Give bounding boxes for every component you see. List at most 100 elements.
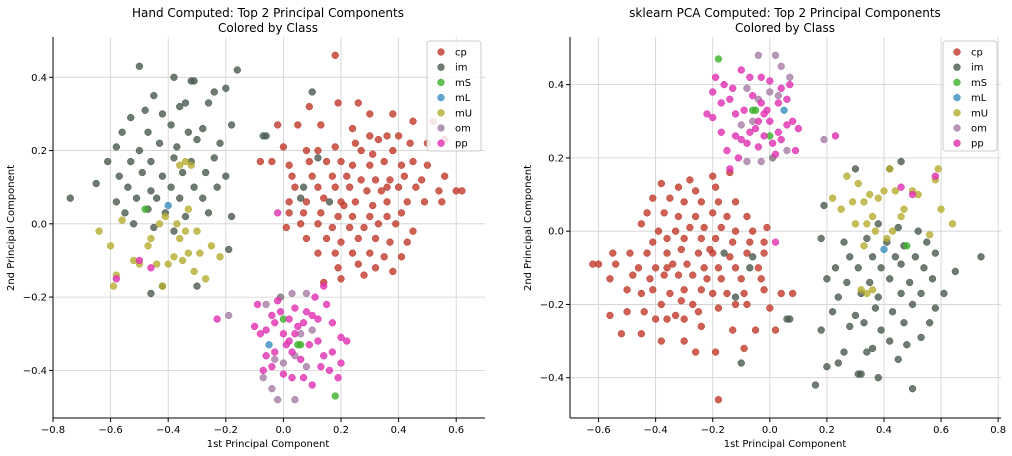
- point-pp: [285, 315, 293, 323]
- point-im: [868, 344, 877, 353]
- point-cp: [700, 223, 708, 232]
- point-pp: [783, 95, 791, 103]
- point-om: [259, 374, 267, 382]
- point-cp: [711, 234, 720, 243]
- point-im: [851, 311, 860, 320]
- point-cp: [709, 172, 717, 180]
- point-cp: [737, 275, 745, 283]
- point-mU: [216, 253, 224, 261]
- point-im: [153, 194, 161, 202]
- point-cp: [354, 260, 362, 268]
- point-im: [977, 253, 985, 261]
- point-im: [897, 260, 905, 268]
- point-mU: [187, 161, 195, 169]
- x-tick-label: 0.2: [333, 425, 349, 436]
- point-mU: [118, 216, 126, 224]
- point-im: [112, 143, 121, 151]
- point-cp: [771, 326, 780, 334]
- point-cp: [680, 337, 688, 345]
- point-cp: [403, 198, 411, 206]
- point-cp: [663, 249, 671, 257]
- point-cp: [711, 183, 720, 191]
- point-mU: [886, 165, 894, 173]
- point-mU: [201, 275, 210, 283]
- point-cp: [660, 209, 668, 217]
- chart-subtitle: Colored by Class: [218, 21, 318, 35]
- point-om: [820, 135, 828, 144]
- legend-box: [942, 40, 998, 152]
- point-pp: [720, 80, 728, 89]
- point-cp: [686, 176, 694, 184]
- point-mU: [863, 289, 871, 298]
- point-cp: [377, 187, 385, 195]
- point-im: [928, 275, 937, 283]
- point-im: [118, 128, 126, 136]
- point-pp: [343, 337, 351, 345]
- point-mU: [874, 194, 882, 202]
- x-tick-label: −0.8: [41, 425, 65, 436]
- point-mS: [141, 205, 149, 213]
- point-cp: [435, 187, 443, 195]
- point-cp: [714, 198, 723, 206]
- point-cp: [766, 304, 774, 312]
- y-tick-label: −0.4: [23, 366, 47, 377]
- point-cp: [680, 286, 688, 294]
- point-cp: [637, 289, 646, 298]
- point-pp: [337, 333, 345, 342]
- point-mU: [925, 231, 934, 239]
- point-im: [138, 168, 146, 177]
- point-pp: [897, 183, 905, 191]
- point-pp: [723, 146, 731, 155]
- point-pp: [777, 84, 785, 92]
- point-pp: [279, 370, 288, 378]
- point-im: [158, 172, 167, 180]
- x-axis-label: 1st Principal Component: [724, 439, 847, 450]
- point-cp: [348, 212, 357, 221]
- point-im: [746, 264, 754, 272]
- point-im: [823, 275, 831, 283]
- point-cp: [763, 223, 771, 232]
- point-cp: [366, 110, 374, 118]
- point-cp: [420, 198, 429, 206]
- legend-label-cp: cp: [455, 48, 467, 59]
- point-im: [167, 183, 175, 191]
- x-tick-label: 0.0: [275, 425, 291, 436]
- point-im: [204, 99, 213, 107]
- point-cp: [714, 396, 723, 404]
- point-cp: [691, 212, 700, 221]
- point-im: [851, 165, 860, 173]
- point-om: [288, 289, 296, 298]
- point-cp: [299, 209, 308, 217]
- point-cp: [343, 172, 351, 180]
- point-cp: [354, 234, 362, 243]
- point-cp: [331, 51, 339, 59]
- legend-marker-mS: [437, 78, 445, 87]
- point-im: [900, 319, 908, 327]
- point-im: [720, 249, 728, 257]
- point-cp: [363, 187, 371, 195]
- point-cp: [749, 227, 757, 235]
- point-cp: [366, 249, 374, 257]
- legend-marker-pp: [437, 139, 445, 147]
- point-im: [170, 154, 178, 162]
- point-mU: [158, 282, 167, 290]
- legend-label-mL: mL: [971, 93, 987, 104]
- point-om: [225, 311, 233, 320]
- point-om: [308, 326, 316, 334]
- x-tick-label: 0.4: [391, 425, 407, 436]
- point-pp: [754, 117, 763, 125]
- point-cp: [637, 330, 646, 338]
- point-pp: [320, 282, 328, 290]
- legend-box: [426, 40, 482, 152]
- point-cp: [328, 223, 337, 232]
- point-cp: [646, 275, 654, 283]
- point-mL: [780, 106, 788, 114]
- point-cp: [412, 183, 420, 191]
- point-mU: [868, 212, 877, 221]
- point-cp: [288, 172, 296, 180]
- point-pp: [308, 381, 316, 389]
- point-cp: [643, 209, 651, 217]
- x-tick-label: 0.2: [819, 425, 835, 436]
- point-pp: [769, 139, 777, 147]
- legend-label-mS: mS: [971, 78, 987, 89]
